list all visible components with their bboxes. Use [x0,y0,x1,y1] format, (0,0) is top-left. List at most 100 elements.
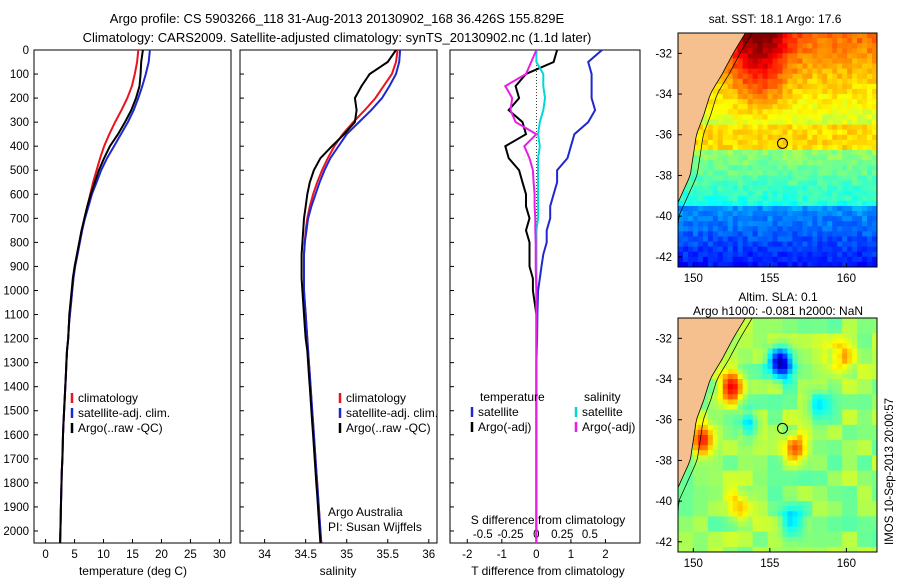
heatmap-cell [812,144,818,151]
heatmap-cell [737,419,744,426]
heatmap-cell [757,109,763,115]
heatmap-cell [687,460,694,466]
heatmap-cell [762,496,768,502]
heatmap-cell [722,241,729,248]
heatmap-cell [777,526,783,533]
heatmap-cell [692,440,699,446]
heatmap-cell [857,409,863,416]
heatmap-cell [822,155,828,161]
heatmap-cell [867,424,873,431]
heatmap-cell [832,490,838,497]
heatmap-cell [722,429,729,436]
heatmap-cell [772,399,778,405]
heatmap-cell [862,53,868,59]
heatmap-cell [837,160,843,166]
heatmap-cell [692,485,699,492]
heatmap-cell [707,155,714,161]
heatmap-cell [867,409,873,416]
heatmap-cell [692,236,699,242]
heatmap-cell [847,409,853,416]
heatmap-cell [812,470,818,477]
heatmap-cell [802,414,808,421]
heatmap-cell [807,63,813,70]
heatmap-cell [867,53,873,59]
heatmap-cell [787,124,793,131]
heatmap-cell [842,541,848,548]
heatmap-cell [797,399,803,405]
heatmap-cell [702,450,709,456]
heatmap-cell [707,129,714,136]
heatmap-cell [737,73,744,80]
heatmap-cell [712,134,719,141]
heatmap-cell [857,43,863,49]
heatmap-cell [722,379,729,385]
heatmap-cell [682,221,689,227]
heatmap-cell [727,221,734,227]
heatmap-cell [702,155,709,161]
heatmap-cell [817,455,823,461]
heatmap-cell [687,185,694,192]
heatmap-cell [782,78,788,85]
heatmap-cell [707,379,714,385]
heatmap-cell [737,506,744,512]
heatmap-cell [772,78,778,85]
heatmap-cell [827,399,833,405]
heatmap-cell [737,200,744,207]
heatmap-cell [767,185,773,192]
heatmap-cell [787,353,793,360]
heatmap-cell [832,343,838,349]
heatmap-cell [792,368,798,375]
heatmap-cell [747,195,754,202]
heatmap-cell [822,496,828,502]
heatmap-cell [857,460,863,466]
heatmap-cell [712,404,719,410]
heatmap-cell [772,445,778,451]
x-tick-label: 1 [568,549,574,561]
t-difference-label: T difference from climatology [471,564,625,578]
heatmap-cell [827,246,833,253]
heatmap-cell [812,531,818,538]
heatmap-cell [832,58,838,64]
heatmap-cell [727,73,734,80]
heatmap-cell [717,485,724,492]
heatmap-cell [747,475,754,482]
heatmap-cell [727,83,734,90]
heatmap-cell [857,165,863,171]
heatmap-cell [837,455,843,461]
heatmap-cell [767,373,773,380]
heatmap-cell [717,109,724,115]
heatmap-cell [772,348,778,355]
heatmap-cell [782,470,788,477]
heatmap-cell [867,261,873,267]
heatmap-cell [777,485,783,492]
heatmap-cell [782,399,788,405]
heatmap-cell [762,526,768,533]
heatmap-cell [737,363,744,370]
heatmap-cell [682,526,689,533]
heatmap-cell [767,226,773,232]
heatmap-cell [827,536,833,543]
heatmap-cell [822,368,828,375]
heatmap-cell [678,256,684,263]
heatmap-cell [772,251,778,258]
heatmap-cell [727,165,734,171]
heatmap-cell [842,440,848,446]
heatmap-cell [767,404,773,410]
heatmap-cell [797,348,803,355]
heatmap-cell [867,170,873,176]
heatmap-cell [757,445,763,451]
heatmap-cell [872,363,877,370]
heatmap-cell [847,358,853,365]
heatmap-cell [782,88,788,95]
heatmap-cell [757,134,763,141]
heatmap-cell [712,445,719,451]
heatmap-cell [847,363,853,370]
heatmap-cell [722,88,729,95]
heatmap-cell [822,211,828,217]
heatmap-cell [842,318,848,324]
depth-tick-label: 700 [10,213,29,225]
heatmap-cell [782,526,788,533]
s-axis-label: 0.5 [582,529,598,541]
legend-label: satellite-adj. clim. [78,406,170,420]
heatmap-cell [777,531,783,538]
